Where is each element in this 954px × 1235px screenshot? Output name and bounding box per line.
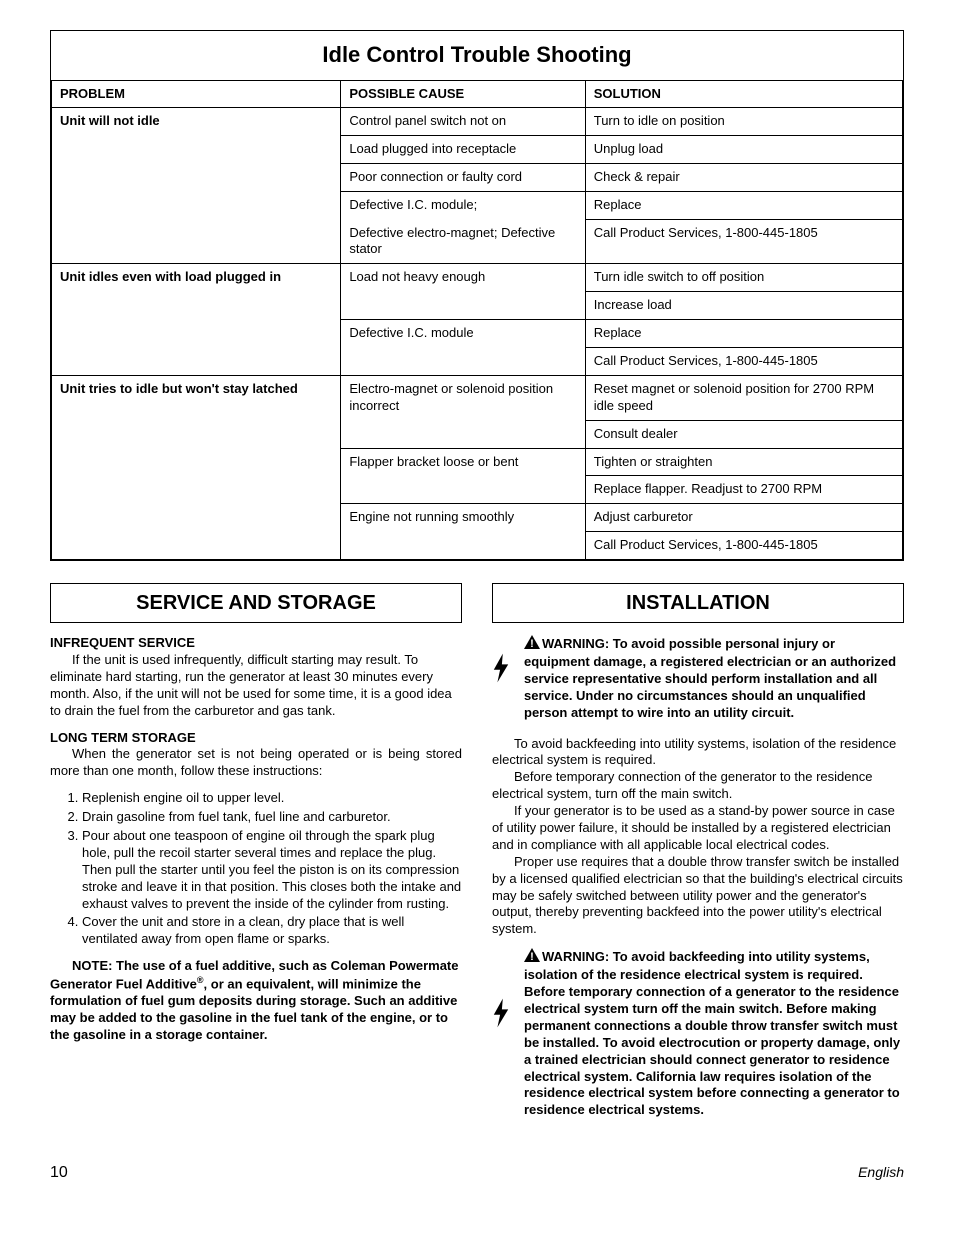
step-item: Drain gasoline from fuel tank, fuel line… <box>82 809 462 826</box>
infrequent-body: If the unit is used infrequently, diffic… <box>50 652 462 720</box>
solution-cell: Turn idle switch to off position <box>585 264 902 292</box>
reg-mark: ® <box>197 975 204 985</box>
install-p2: Before temporary connection of the gener… <box>492 769 904 803</box>
troubleshooting-section: Idle Control Trouble Shooting PROBLEM PO… <box>50 30 904 561</box>
cause-cell: Flapper bracket loose or bent <box>341 448 585 504</box>
installation-column: INSTALLATION ! WARNING: To avoid possibl… <box>492 583 904 1133</box>
cause-cell: Load plugged into receptacle <box>341 136 585 164</box>
problem-cell: Unit idles even with load plugged in <box>52 264 341 376</box>
solution-cell: Consult dealer <box>585 420 902 448</box>
warning-text-2: ! WARNING: To avoid backfeeding into uti… <box>524 948 904 1119</box>
install-p3: If your generator is to be used as a sta… <box>492 803 904 854</box>
install-p4: Proper use requires that a double throw … <box>492 854 904 938</box>
step-item: Replenish engine oil to upper level. <box>82 790 462 807</box>
cause-cell: Defective electro-magnet; Defective stat… <box>341 220 585 264</box>
th-problem: PROBLEM <box>52 80 341 108</box>
solution-cell: Call Product Services, 1-800-445-1805 <box>585 220 902 264</box>
solution-cell: Replace flapper. Readjust to 2700 RPM <box>585 476 902 504</box>
solution-cell: Unplug load <box>585 136 902 164</box>
cause-cell: Poor connection or faulty cord <box>341 164 585 192</box>
service-column: SERVICE AND STORAGE INFREQUENT SERVICE I… <box>50 583 462 1133</box>
solution-cell: Replace <box>585 192 902 220</box>
solution-cell: Call Product Services, 1-800-445-1805 <box>585 348 902 376</box>
problem-cell: Unit will not idle <box>52 108 341 264</box>
cause-cell: Control panel switch not on <box>341 108 585 136</box>
solution-cell: Replace <box>585 320 902 348</box>
storage-steps: Replenish engine oil to upper level. Dra… <box>68 790 462 948</box>
longterm-head: LONG TERM STORAGE <box>50 730 462 747</box>
page-footer: 10 English <box>50 1163 904 1184</box>
warning-block-1: ! WARNING: To avoid possible personal in… <box>492 635 904 721</box>
step-item: Cover the unit and store in a clean, dry… <box>82 914 462 948</box>
svg-text:!: ! <box>530 638 534 649</box>
th-cause: POSSIBLE CAUSE <box>341 80 585 108</box>
warning-block-2: ! WARNING: To avoid backfeeding into uti… <box>492 948 904 1119</box>
language-label: English <box>858 1163 904 1184</box>
troubleshooting-title: Idle Control Trouble Shooting <box>51 41 903 70</box>
page-number: 10 <box>50 1163 68 1184</box>
cause-cell: Defective I.C. module <box>341 320 585 376</box>
solution-cell: Adjust carburetor <box>585 504 902 532</box>
cause-cell: Electro-magnet or solenoid position inco… <box>341 375 585 448</box>
warning-text-1: ! WARNING: To avoid possible personal in… <box>524 635 904 721</box>
svg-text:!: ! <box>530 951 534 962</box>
triangle-icon: ! <box>524 635 540 654</box>
problem-cell: Unit tries to idle but won't stay latche… <box>52 375 341 559</box>
infrequent-head: INFREQUENT SERVICE <box>50 635 462 652</box>
th-solution: SOLUTION <box>585 80 902 108</box>
solution-cell: Tighten or straighten <box>585 448 902 476</box>
additive-note: NOTE: The use of a fuel additive, such a… <box>50 958 462 1044</box>
lower-columns: SERVICE AND STORAGE INFREQUENT SERVICE I… <box>50 583 904 1133</box>
step-item: Pour about one teaspoon of engine oil th… <box>82 828 462 912</box>
cause-cell: Defective I.C. module; <box>341 192 585 220</box>
solution-cell: Check & repair <box>585 164 902 192</box>
installation-title: INSTALLATION <box>492 583 904 623</box>
longterm-intro: When the generator set is not being oper… <box>50 746 462 780</box>
service-title: SERVICE AND STORAGE <box>50 583 462 623</box>
troubleshooting-table: PROBLEM POSSIBLE CAUSE SOLUTION Unit wil… <box>51 80 903 561</box>
lightning-icon <box>492 653 512 688</box>
solution-cell: Reset magnet or solenoid position for 27… <box>585 375 902 420</box>
solution-cell: Increase load <box>585 292 902 320</box>
install-p1: To avoid backfeeding into utility system… <box>492 736 904 770</box>
triangle-icon: ! <box>524 948 540 967</box>
cause-cell: Load not heavy enough <box>341 264 585 320</box>
solution-cell: Call Product Services, 1-800-445-1805 <box>585 532 902 560</box>
lightning-icon <box>492 998 512 1033</box>
solution-cell: Turn to idle on position <box>585 108 902 136</box>
warn2-text: WARNING: To avoid backfeeding into utili… <box>524 949 900 1117</box>
cause-cell: Engine not running smoothly <box>341 504 585 560</box>
warn1-text: WARNING: To avoid possible personal inju… <box>524 636 896 720</box>
